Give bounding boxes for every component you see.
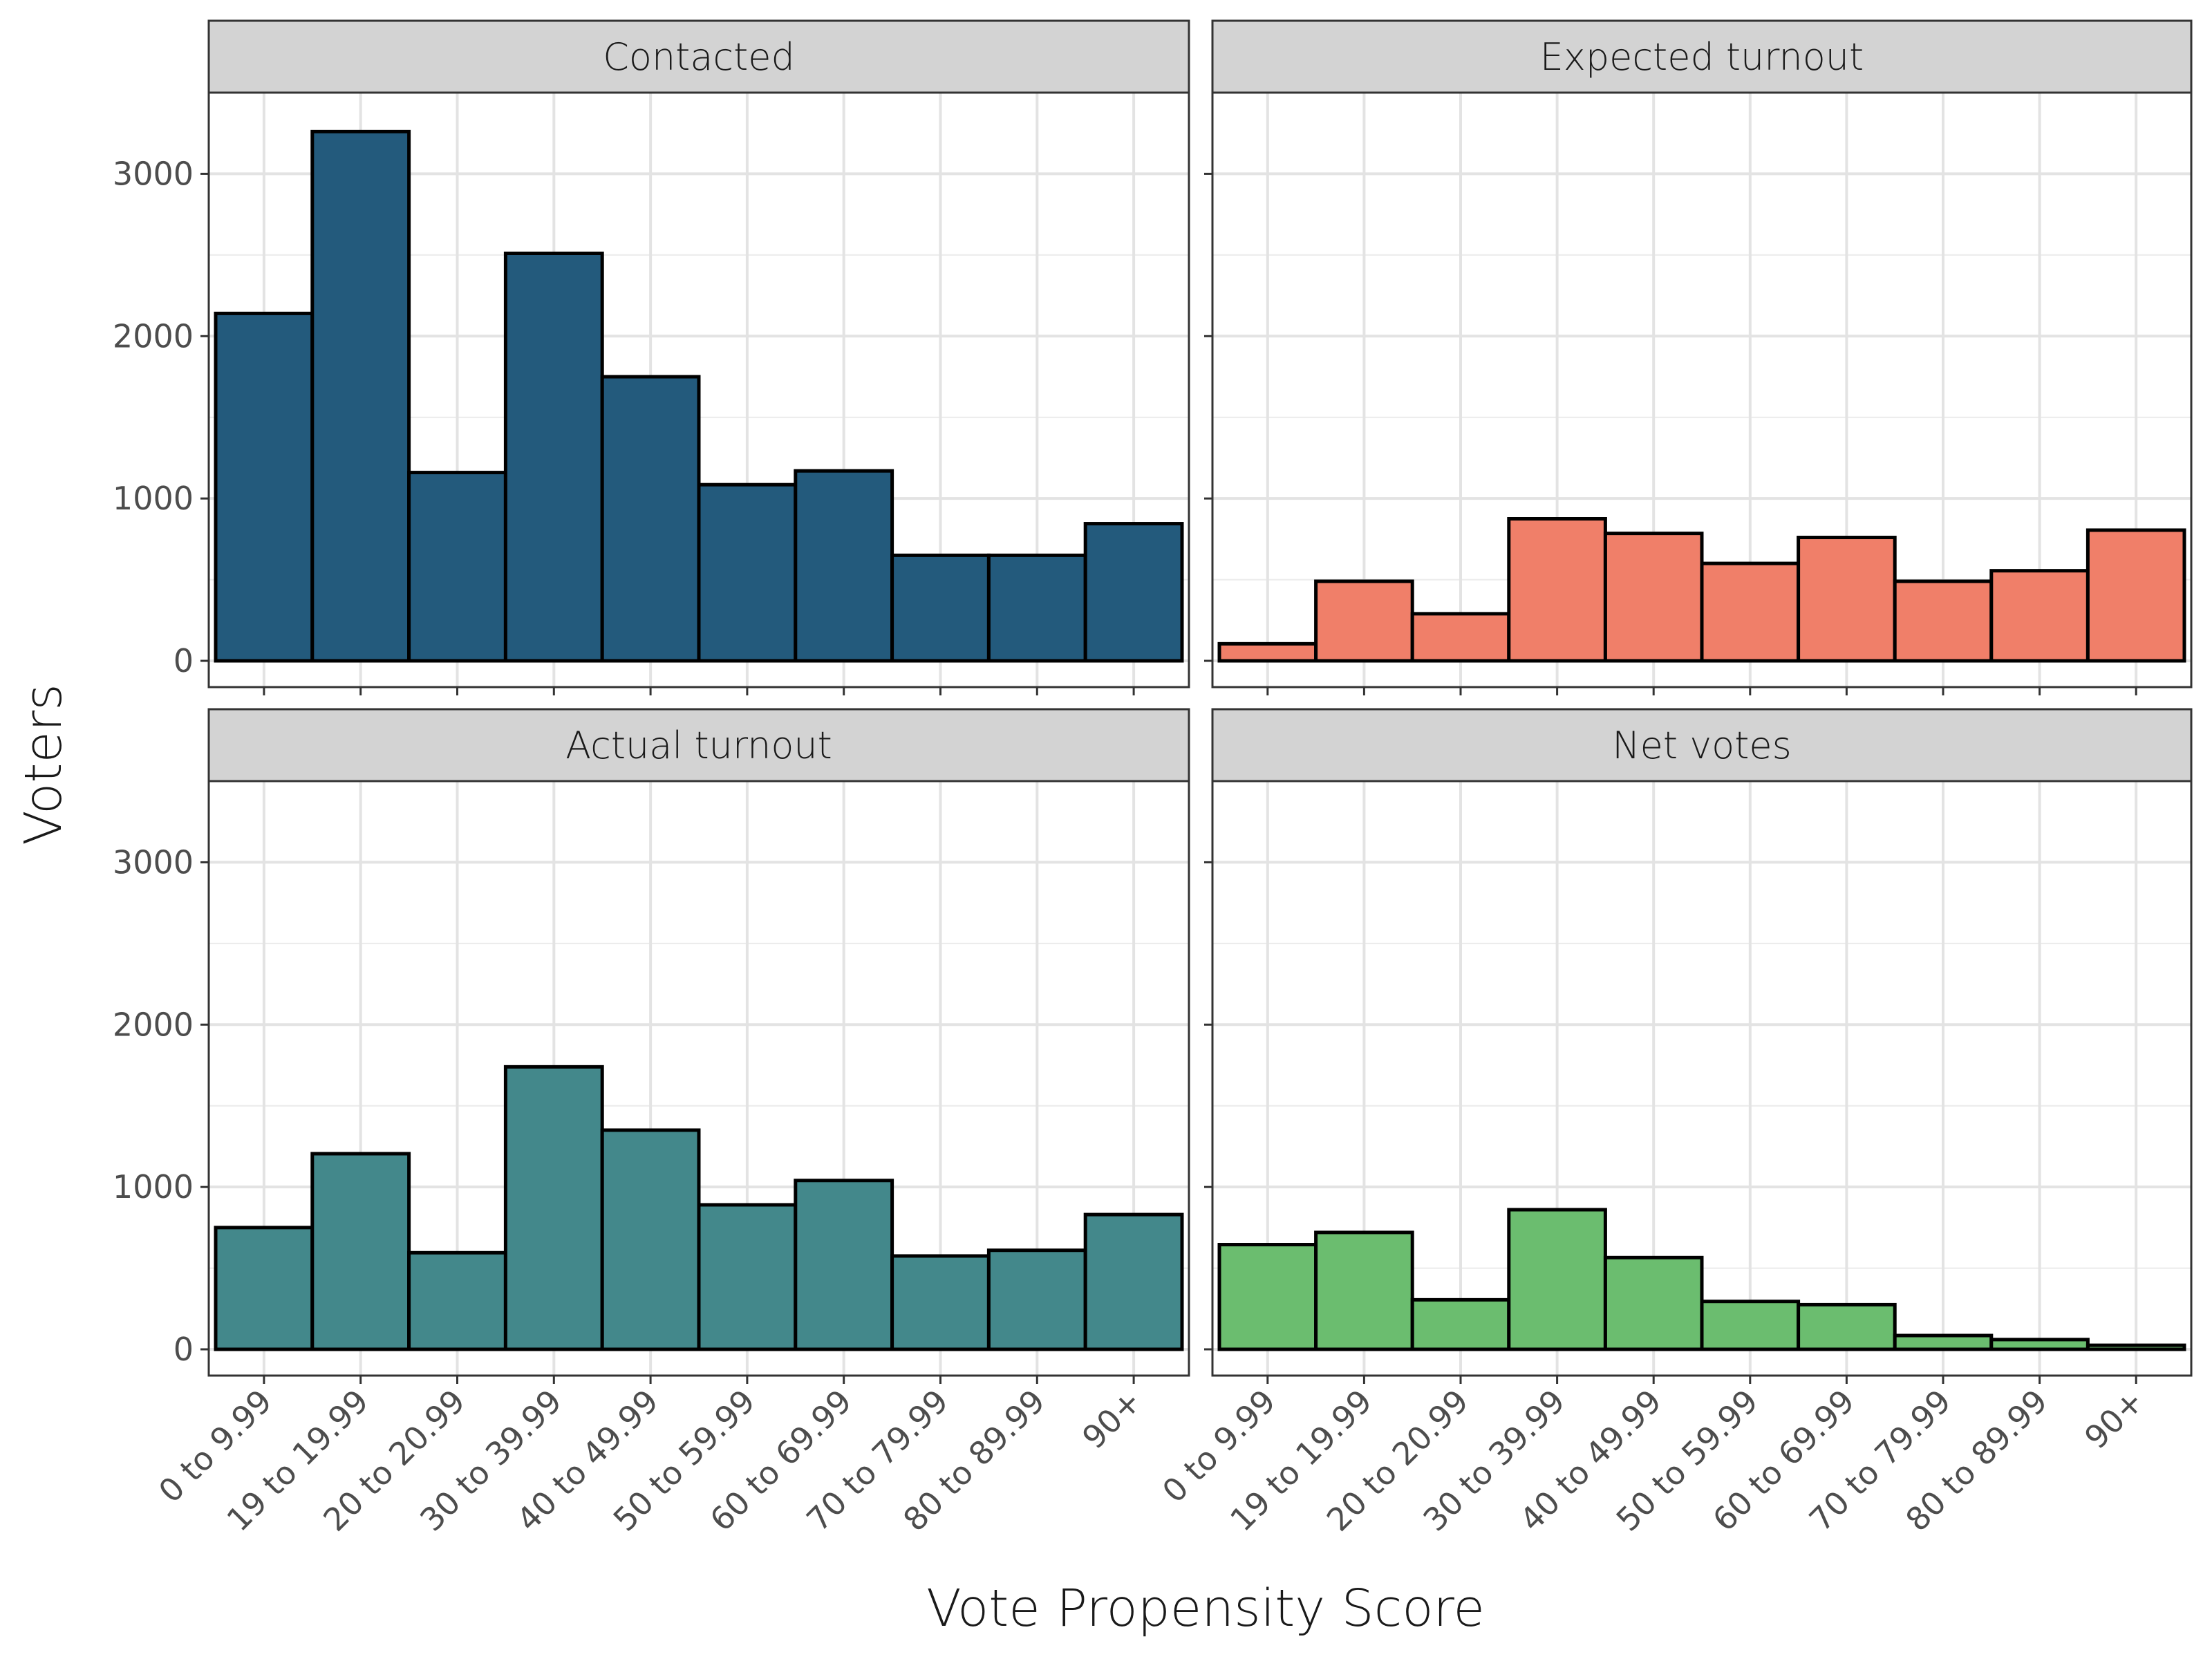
bar <box>1217 1243 1318 1351</box>
y-axis-title: Voters <box>14 684 73 845</box>
strip-label: Net votes <box>1612 724 1791 767</box>
bar <box>1083 1212 1184 1351</box>
x-axis-title: Vote Propensity Score <box>926 1579 1485 1638</box>
panels-layer: Contacted 0 1000 2000 3000 Expected turnout Ac… <box>113 19 2193 1539</box>
bar <box>1797 536 1897 663</box>
bar <box>1797 1302 1897 1351</box>
bar <box>214 311 315 663</box>
bar <box>986 1248 1087 1351</box>
bar <box>697 1203 798 1351</box>
bar <box>794 1179 894 1351</box>
bar <box>1410 612 1511 663</box>
y-tick-label: 1000 <box>113 1168 194 1206</box>
bar <box>794 469 894 663</box>
bar <box>2086 528 2186 663</box>
bar <box>1217 641 1318 663</box>
y-tick-label: 2000 <box>113 317 194 355</box>
bar <box>697 482 798 663</box>
y-tick-label: 1000 <box>113 480 194 517</box>
y-tick-label: 2000 <box>113 1006 194 1043</box>
bar <box>407 471 507 663</box>
bar <box>407 1250 507 1351</box>
bar <box>1507 1208 1607 1351</box>
bar <box>214 1226 315 1351</box>
strip <box>207 19 1190 94</box>
bar <box>503 1065 604 1351</box>
bar <box>890 1254 991 1351</box>
bar <box>1410 1297 1511 1351</box>
panel-1: Contacted 0 1000 2000 3000 <box>113 19 1190 695</box>
bar <box>1893 579 1994 663</box>
bar <box>1507 517 1607 663</box>
bar <box>1700 561 1801 663</box>
x-tick-label: 90+ <box>1075 1382 1149 1456</box>
strip <box>207 708 1190 782</box>
bar <box>503 252 604 663</box>
bar <box>1893 1333 1994 1351</box>
bar <box>986 553 1087 663</box>
bar <box>890 553 991 663</box>
strip-label: Contacted <box>603 35 795 79</box>
bar <box>1314 579 1414 663</box>
bar <box>1314 1230 1414 1351</box>
strip-label: Actual turnout <box>565 724 832 767</box>
strip <box>1211 708 2193 782</box>
bar <box>1989 1338 2090 1351</box>
y-tick-label: 0 <box>174 1331 194 1368</box>
y-tick-label: 0 <box>174 642 194 679</box>
x-tick-label: 90+ <box>2077 1382 2151 1456</box>
bar <box>1603 532 1704 663</box>
bar <box>2086 1343 2186 1351</box>
bar <box>310 1152 411 1351</box>
y-tick-label: 3000 <box>113 155 194 192</box>
bar <box>1603 1255 1704 1351</box>
bar <box>1989 569 2090 663</box>
bar <box>1083 522 1184 663</box>
panel-2: Expected turnout <box>1204 19 2193 695</box>
bar <box>1700 1300 1801 1351</box>
bar <box>600 1128 701 1351</box>
bar <box>600 375 701 663</box>
bar <box>310 129 411 663</box>
strip <box>1211 19 2193 94</box>
strip-label: Expected turnout <box>1540 35 1864 79</box>
y-tick-label: 3000 <box>113 843 194 881</box>
